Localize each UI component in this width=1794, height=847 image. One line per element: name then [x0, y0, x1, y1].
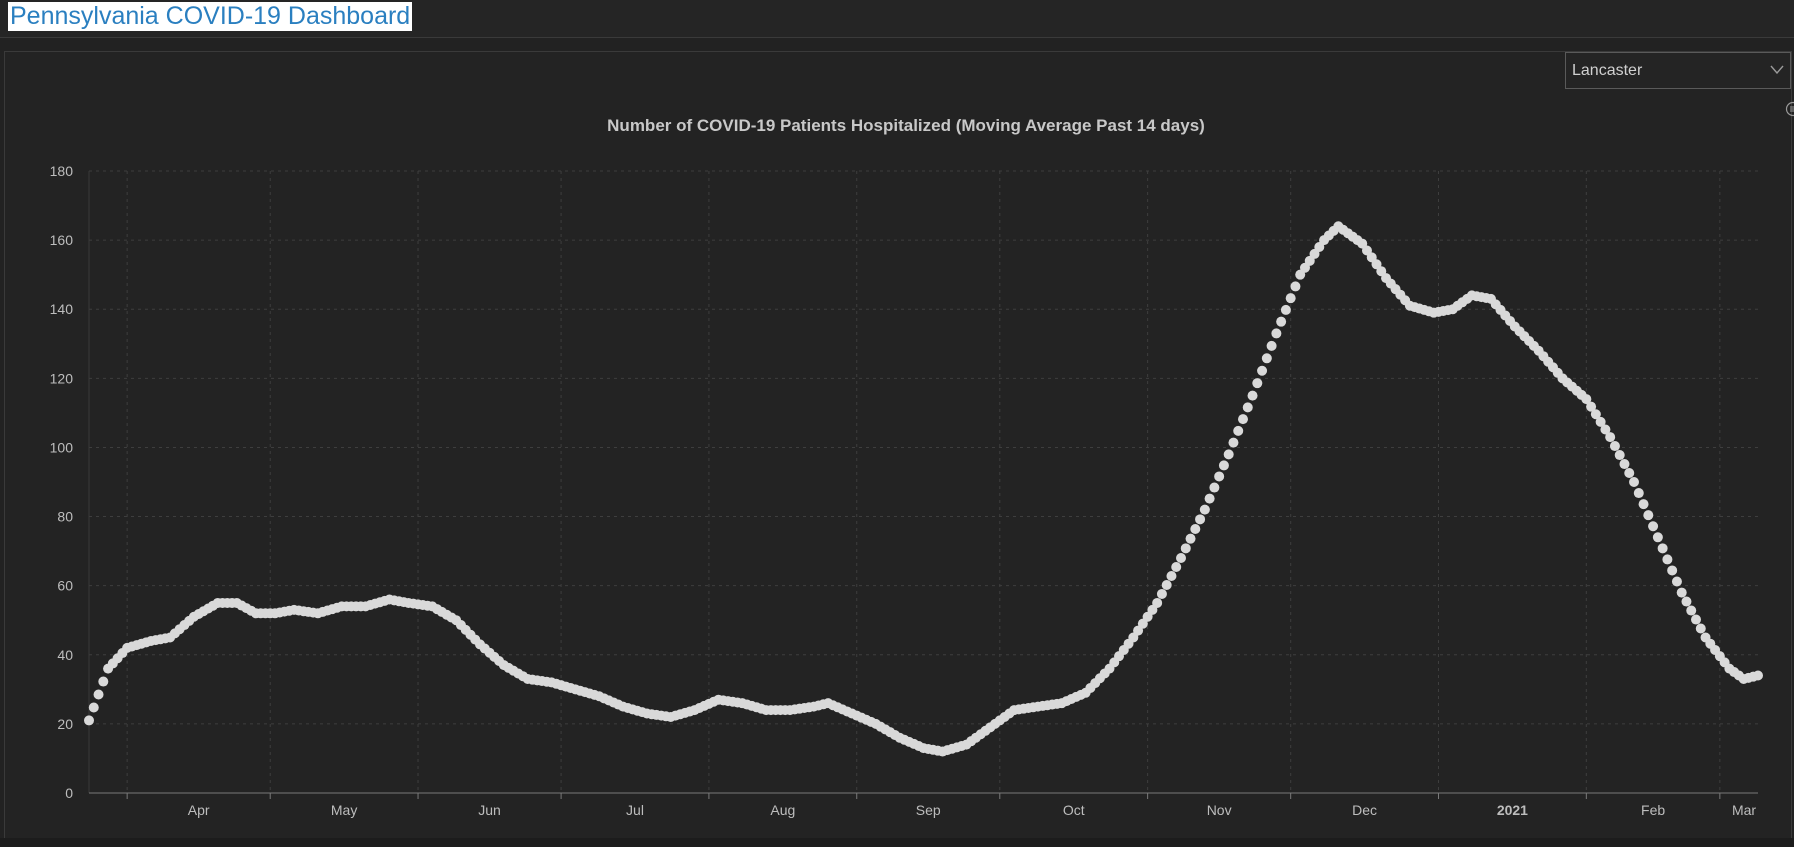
data-point — [1195, 514, 1206, 525]
x-tick-label: Sep — [916, 802, 941, 818]
data-point — [1581, 394, 1592, 405]
chart-panel — [4, 51, 1792, 841]
data-point — [1176, 553, 1187, 564]
y-tick-label: 60 — [57, 578, 73, 594]
x-tick-label: Dec — [1352, 802, 1377, 818]
data-point — [1652, 532, 1663, 543]
data-point — [1285, 293, 1296, 304]
data-point — [1166, 570, 1177, 581]
x-tick-label: Mar — [1732, 802, 1756, 818]
y-tick-label: 40 — [57, 647, 73, 663]
data-point — [1605, 432, 1616, 443]
data-point — [1619, 459, 1630, 470]
data-point — [1662, 554, 1673, 565]
data-point — [1171, 562, 1182, 573]
data-point — [1276, 316, 1287, 327]
data-point — [84, 715, 94, 726]
data-point — [1204, 493, 1215, 504]
chart-grid — [89, 170, 1758, 793]
data-point — [1209, 482, 1220, 493]
data-point — [1624, 468, 1635, 479]
data-point — [1242, 402, 1253, 413]
data-point — [1629, 477, 1640, 487]
footer-strip — [0, 838, 1794, 847]
data-point — [1657, 543, 1668, 554]
data-point — [1228, 437, 1239, 448]
data-point — [1667, 565, 1678, 576]
data-point — [1691, 614, 1702, 625]
y-tick-label: 180 — [50, 163, 74, 179]
data-point — [1676, 587, 1687, 598]
data-point — [1280, 304, 1291, 315]
data-point — [1252, 378, 1263, 389]
data-point — [88, 702, 99, 713]
data-point — [98, 676, 109, 687]
y-tick-label: 0 — [65, 785, 73, 801]
data-point — [1271, 328, 1282, 339]
data-point — [1190, 523, 1201, 534]
x-tick-label: May — [331, 802, 357, 818]
data-point — [1614, 450, 1625, 461]
data-point — [1156, 588, 1167, 599]
data-point — [1290, 281, 1301, 292]
x-tick-label: Feb — [1641, 802, 1665, 818]
data-point — [93, 689, 104, 700]
x-tick-label: 2021 — [1497, 802, 1528, 818]
data-point — [1218, 460, 1229, 471]
dashboard-title[interactable]: Pennsylvania COVID-19 Dashboard — [8, 2, 413, 31]
x-tick-label: Apr — [188, 802, 210, 818]
y-tick-label: 20 — [57, 716, 73, 732]
data-point — [1161, 579, 1172, 590]
data-point — [1214, 471, 1225, 482]
data-point — [1595, 416, 1606, 427]
y-axis: 0 20 40 60 80 100 120 140 160 180 — [50, 163, 90, 801]
y-tick-label: 140 — [50, 301, 74, 317]
data-point — [1695, 623, 1706, 634]
data-point — [1247, 390, 1258, 401]
chevron-down-icon — [1770, 65, 1784, 74]
x-tick-label: Jun — [478, 802, 501, 818]
county-dropdown[interactable]: Lancaster — [1565, 52, 1791, 89]
data-point — [1600, 424, 1611, 435]
data-point — [1648, 521, 1659, 532]
data-point — [1180, 543, 1191, 554]
x-tick-label: Nov — [1207, 802, 1232, 818]
data-point — [1257, 365, 1268, 376]
data-point — [1266, 340, 1277, 351]
menu-icon[interactable] — [1785, 101, 1794, 117]
data-point — [1185, 533, 1196, 544]
data-point — [1753, 670, 1763, 681]
data-point — [1586, 401, 1597, 412]
y-tick-label: 100 — [50, 439, 74, 455]
x-tick-label: Jul — [626, 802, 644, 818]
data-point — [1261, 353, 1272, 364]
data-point — [1633, 488, 1644, 499]
data-point — [1681, 596, 1692, 607]
x-tick-label: Oct — [1063, 802, 1085, 818]
data-point — [1223, 449, 1234, 460]
series-points — [84, 221, 1763, 757]
data-point — [1638, 499, 1649, 510]
data-point — [1199, 504, 1210, 515]
x-axis: Apr May Jun Jul Aug Sep Oct Nov Dec 2021 Feb Mar — [89, 792, 1758, 818]
data-point — [1590, 409, 1601, 420]
data-point — [1686, 605, 1697, 616]
header-bar: Pennsylvania COVID-19 Dashboard — [0, 0, 1794, 38]
chart-title: Number of COVID-19 Patients Hospitalized… — [607, 116, 1205, 135]
data-point — [1233, 425, 1244, 436]
data-point — [1237, 414, 1248, 425]
x-tick-label: Aug — [770, 802, 795, 818]
data-point — [1609, 441, 1620, 452]
y-tick-label: 120 — [50, 370, 74, 386]
county-dropdown-value: Lancaster — [1572, 62, 1643, 79]
data-point — [1643, 510, 1654, 521]
data-point — [1671, 576, 1682, 587]
y-tick-label: 80 — [57, 509, 73, 525]
data-point — [1152, 597, 1163, 608]
y-tick-label: 160 — [50, 232, 74, 248]
